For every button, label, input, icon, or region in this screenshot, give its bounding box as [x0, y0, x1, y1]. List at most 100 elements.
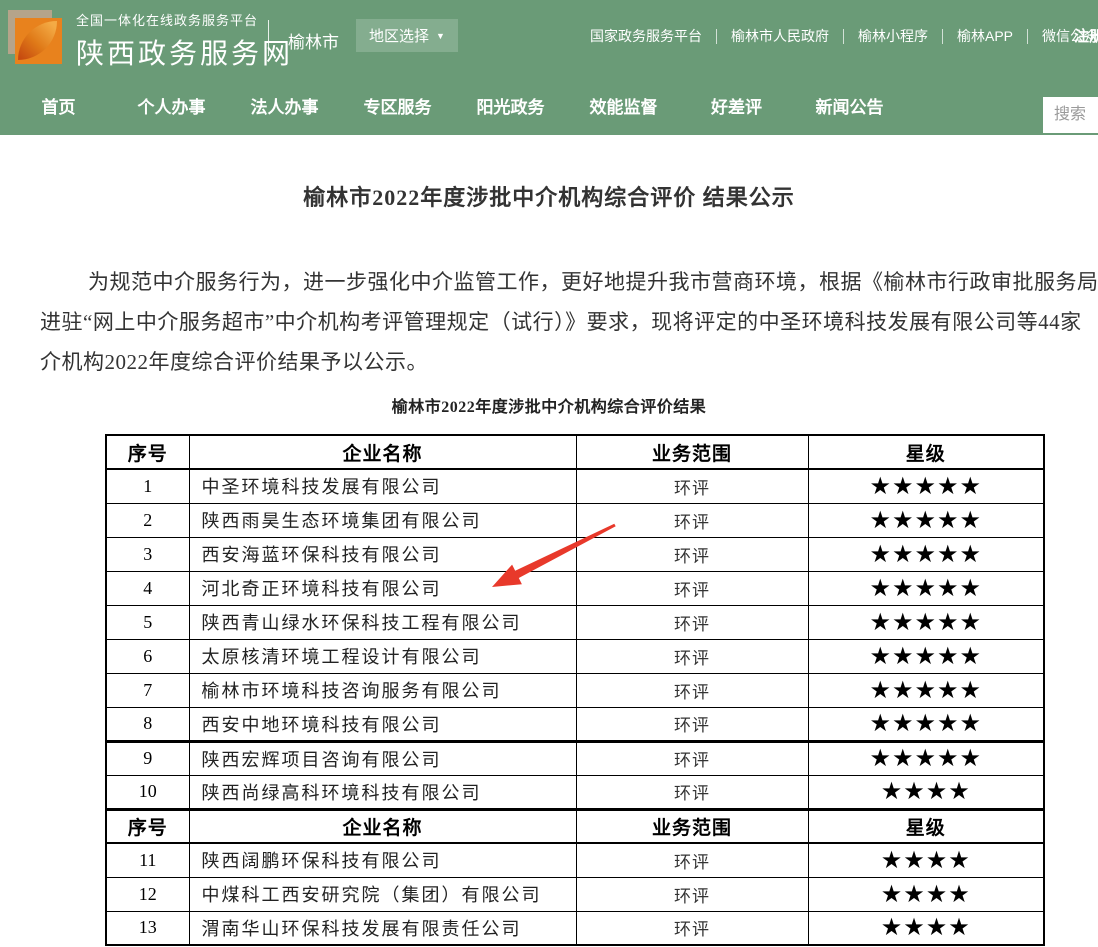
company-name: 中煤科工西安研究院（集团）有限公司 — [188, 876, 577, 912]
star-rating: ★★★★ — [807, 774, 1045, 810]
paragraph-line: 为规范中介服务行为，进一步强化中介监管工作，更好地提升我市营商环境，根据《榆林市… — [88, 270, 1098, 294]
business-scope: 环评 — [575, 536, 809, 572]
search-input[interactable] — [1043, 97, 1098, 133]
table-row: 8 西安中地环境科技有限公司 环评 ★★★★★ — [105, 706, 1045, 742]
top-link-5[interactable]: 微信公众号 — [1042, 28, 1098, 44]
link-separator — [843, 28, 844, 44]
table-row: 3 西安海蓝环保科技有限公司 环评 ★★★★★ — [105, 536, 1045, 572]
row-number: 11 — [105, 842, 190, 878]
row-number: 5 — [105, 604, 190, 640]
top-link-2[interactable]: 榆林市人民政府 — [731, 28, 829, 44]
page-title: 榆林市2022年度涉批中介机构综合评价 结果公示 — [303, 185, 795, 210]
column-header: 企业名称 — [188, 434, 577, 470]
register-link[interactable]: 注册 — [1074, 28, 1098, 45]
star-rating: ★★★★★ — [807, 570, 1045, 606]
business-scope: 环评 — [575, 638, 809, 674]
row-number: 2 — [105, 502, 190, 538]
top-links: 国家政务服务平台 榆林市人民政府 榆林小程序 榆林APP 微信公众号 — [576, 26, 1098, 46]
nav-item-4[interactable]: 专区服务 — [363, 97, 432, 117]
paragraph-line: 介机构2022年度综合评价结果予以公示。 — [40, 350, 428, 374]
announcement-article: 榆林市2022年度涉批中介机构综合评价 结果公示 为规范中介服务行为，进一步强化… — [0, 180, 1098, 946]
site-name: 陕西政务服务网 — [76, 38, 294, 69]
chevron-down-icon: ▼ — [436, 30, 445, 41]
business-scope: 环评 — [575, 876, 809, 912]
announcement-paragraph: 为规范中介服务行为，进一步强化中介监管工作，更好地提升我市营商环境，根据《榆林市… — [0, 262, 1098, 382]
link-separator — [942, 28, 943, 44]
row-number: 8 — [105, 706, 190, 742]
row-number: 1 — [105, 468, 190, 504]
table-header-row: 序号 企业名称 业务范围 星级 — [105, 434, 1045, 470]
row-number: 6 — [105, 638, 190, 674]
table-row: 7 榆林市环境科技咨询服务有限公司 环评 ★★★★★ — [105, 672, 1045, 708]
column-header: 企业名称 — [188, 807, 577, 844]
table-caption: 榆林市2022年度涉批中介机构综合评价结果 — [391, 399, 707, 416]
column-header: 序号 — [105, 807, 190, 844]
column-header: 星级 — [807, 434, 1045, 470]
region-selector-button[interactable]: 地区选择 ▼ — [356, 19, 458, 52]
site-title-block: 全国一体化在线政务服务平台 陕西政务服务网 — [76, 10, 293, 72]
business-scope: 环评 — [575, 672, 809, 708]
link-separator — [716, 28, 717, 44]
star-rating: ★★★★ — [807, 910, 1045, 946]
search-box — [1043, 97, 1098, 133]
nav-item-5[interactable]: 阳光政务 — [476, 97, 545, 117]
business-scope: 环评 — [575, 910, 809, 946]
column-header: 业务范围 — [575, 434, 809, 470]
nav-item-1[interactable]: 首页 — [41, 97, 76, 117]
company-name: 陕西阔鹏环保科技有限公司 — [188, 842, 577, 878]
company-name: 陕西宏辉项目咨询有限公司 — [188, 739, 577, 776]
table-row: 2 陕西雨昊生态环境集团有限公司 环评 ★★★★★ — [105, 502, 1045, 538]
column-header: 星级 — [807, 807, 1045, 844]
row-number: 10 — [105, 774, 190, 810]
business-scope: 环评 — [575, 502, 809, 538]
company-name: 陕西青山绿水环保科技工程有限公司 — [188, 604, 577, 640]
table-row: 11 陕西阔鹏环保科技有限公司 环评 ★★★★ — [105, 842, 1045, 878]
company-name: 陕西雨昊生态环境集团有限公司 — [188, 502, 577, 538]
nav-item-7[interactable]: 好差评 — [711, 97, 762, 117]
business-scope: 环评 — [575, 604, 809, 640]
nav: 首页 个人办事 法人办事 专区服务 阳光政务 效能监督 好差评 新闻公告 — [2, 75, 906, 135]
business-scope: 环评 — [575, 774, 809, 810]
table-row: 4 河北奇正环境科技有限公司 环评 ★★★★★ — [105, 570, 1045, 606]
star-rating: ★★★★★ — [807, 739, 1045, 776]
business-scope: 环评 — [575, 570, 809, 606]
nav-item-3[interactable]: 法人办事 — [250, 97, 319, 117]
link-separator — [1027, 28, 1029, 44]
company-name: 中圣环境科技发展有限公司 — [188, 468, 577, 504]
row-number: 9 — [105, 739, 190, 776]
site-header: 全国一体化在线政务服务平台 陕西政务服务网 榆林市 地区选择 ▼ 国家政务服务平… — [0, 0, 1098, 135]
top-link-4[interactable]: 榆林APP — [957, 28, 1014, 44]
company-name: 西安中地环境科技有限公司 — [188, 706, 577, 742]
business-scope: 环评 — [575, 468, 809, 504]
top-link-1[interactable]: 国家政务服务平台 — [590, 28, 702, 44]
star-rating: ★★★★★ — [807, 604, 1045, 640]
current-city[interactable]: 榆林市 — [288, 33, 339, 52]
table-row: 1 中圣环境科技发展有限公司 环评 ★★★★★ — [105, 468, 1045, 504]
region-selector-label: 地区选择 — [369, 28, 430, 45]
star-rating: ★★★★★ — [807, 536, 1045, 572]
star-rating: ★★★★★ — [807, 706, 1045, 742]
table-row: 6 太原核清环境工程设计有限公司 环评 ★★★★★ — [105, 638, 1045, 674]
table-row: 5 陕西青山绿水环保科技工程有限公司 环评 ★★★★★ — [105, 604, 1045, 640]
nav-item-2[interactable]: 个人办事 — [137, 97, 206, 117]
row-number: 13 — [105, 910, 190, 946]
column-header: 序号 — [105, 434, 190, 470]
row-number: 3 — [105, 536, 190, 572]
nav-item-8[interactable]: 新闻公告 — [815, 97, 884, 117]
company-name: 西安海蓝环保科技有限公司 — [188, 536, 577, 572]
nav-item-6[interactable]: 效能监督 — [589, 97, 658, 117]
business-scope: 环评 — [575, 739, 809, 776]
business-scope: 环评 — [575, 842, 809, 878]
header-divider — [268, 20, 269, 56]
row-number: 12 — [105, 876, 190, 912]
company-name: 太原核清环境工程设计有限公司 — [188, 638, 577, 674]
company-name: 渭南华山环保科技发展有限责任公司 — [188, 910, 577, 946]
row-number: 4 — [105, 570, 190, 606]
company-name: 陕西尚绿高科环境科技有限公司 — [188, 774, 577, 810]
top-link-3[interactable]: 榆林小程序 — [858, 28, 928, 44]
business-scope: 环评 — [575, 706, 809, 742]
company-name: 榆林市环境科技咨询服务有限公司 — [188, 672, 577, 708]
table-row: 12 中煤科工西安研究院（集团）有限公司 环评 ★★★★ — [105, 876, 1045, 912]
results-table-body: 序号 企业名称 业务范围 星级 1 中圣环境科技发展有限公司 环评 ★★★★★ 2 陕西雨昊生态环… — [105, 434, 1045, 946]
results-table: 序号 企业名称 业务范围 星级 1 中圣环境科技发展有限公司 环评 ★★★★★ 2 陕西雨昊生态环… — [105, 434, 1045, 946]
